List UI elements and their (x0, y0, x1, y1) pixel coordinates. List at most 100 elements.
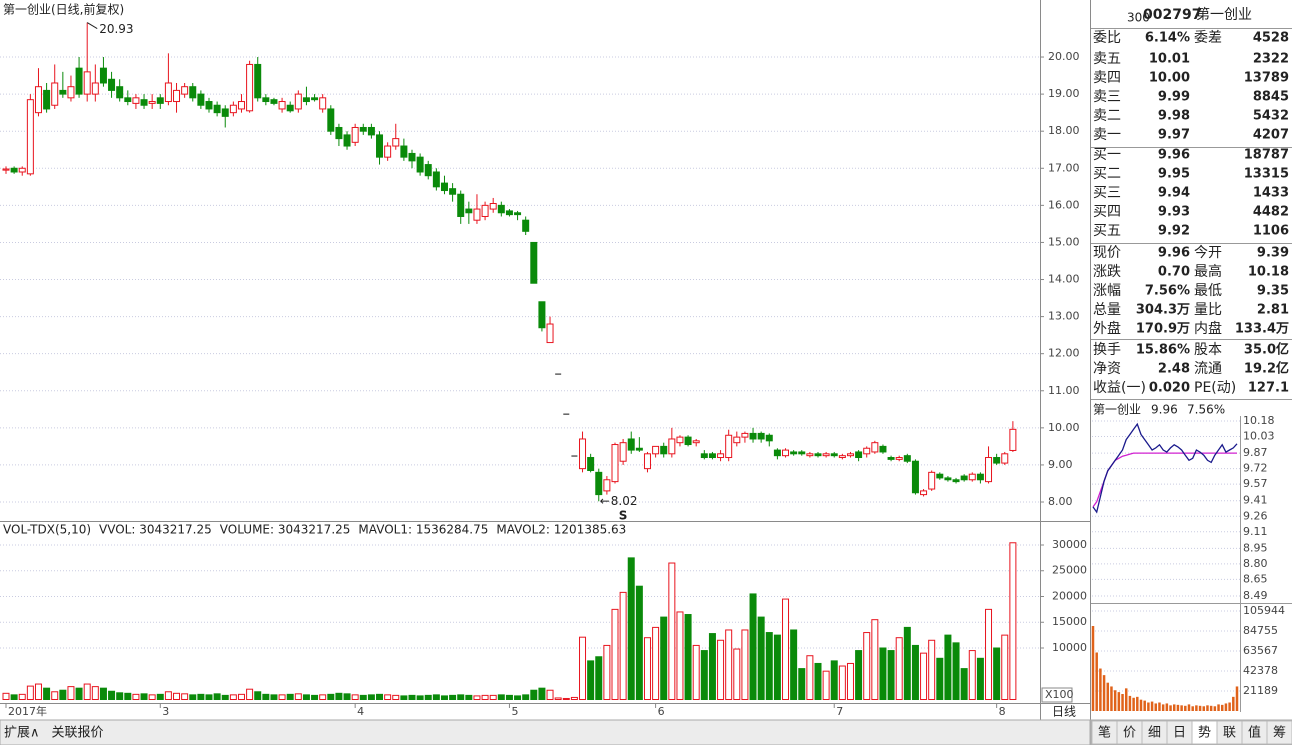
view-tab[interactable]: 细 (1148, 726, 1161, 741)
view-tab[interactable]: 筹 (1273, 725, 1286, 741)
candle-body (91, 82, 99, 95)
footer-tab[interactable]: 关联报价 (52, 726, 104, 741)
view-tab[interactable]: 日 (1173, 726, 1186, 741)
volume-bar (757, 616, 765, 701)
candle-body (855, 451, 863, 459)
volume-bar (473, 695, 481, 701)
y-tick-label: 20000 (1052, 589, 1087, 602)
view-tab[interactable]: 势 (1198, 725, 1211, 741)
legend-text: VOL-TDX(5,10) (3, 523, 91, 537)
volume-bar (595, 656, 603, 701)
candle-body (749, 432, 757, 440)
candle-body (197, 93, 205, 106)
footer-tab[interactable]: 扩展∧ (4, 726, 40, 741)
mini-y-label: 9.57 (1243, 477, 1268, 490)
volume-bar (822, 670, 830, 701)
volume-bar (457, 694, 465, 700)
candle-body (717, 453, 725, 459)
x-tick-label: 5 (511, 705, 518, 718)
mini-y-label: 8.95 (1243, 541, 1268, 554)
volume-bar (514, 695, 522, 701)
candle-body (432, 171, 440, 188)
volume-bar (887, 650, 895, 700)
y-tick-label: 13.00 (1048, 310, 1080, 323)
unit-label: X100 (1045, 688, 1074, 701)
view-tab[interactable]: 联 (1223, 726, 1236, 741)
volume-bar (554, 697, 562, 701)
quote-volume: 4482 (1253, 205, 1289, 220)
mini-y-label: 8.80 (1243, 557, 1268, 570)
y-tick-label: 11.00 (1048, 384, 1080, 397)
y-tick-label: 16.00 (1048, 198, 1080, 211)
candle-body (660, 445, 668, 455)
mini-vol-label: 84755 (1243, 624, 1278, 637)
mini-y-label: 8.65 (1243, 572, 1268, 585)
volume-bar (830, 660, 838, 701)
candle-body (911, 460, 919, 494)
volume-bar (570, 696, 578, 701)
candle-body (205, 101, 213, 110)
volume-bar (140, 693, 148, 701)
volume-bar (197, 693, 205, 700)
arrow: ← (600, 494, 610, 508)
unit-box (1041, 687, 1073, 703)
volume-bar (108, 690, 116, 701)
mini-avg-line (1092, 452, 1237, 508)
volume-bar (408, 694, 416, 701)
quote-label: 买四 (1093, 204, 1121, 220)
mini-y-label: 10.18 (1243, 414, 1275, 427)
quote-price: 9.92 (1158, 224, 1190, 239)
footer-bar (0, 719, 1091, 745)
volume-bar (262, 693, 270, 700)
quote-value: 9.39 (1257, 246, 1289, 261)
volume-bar (278, 694, 286, 700)
quote-volume: 8845 (1253, 90, 1289, 105)
candle-body (595, 471, 603, 496)
candle-body (619, 442, 627, 462)
quote-label: 卖五 (1093, 51, 1121, 67)
candle-body (335, 126, 343, 140)
volume-bar (376, 693, 384, 700)
candle-body (457, 193, 465, 217)
volume-bar (619, 591, 627, 701)
volume-bar (855, 650, 863, 700)
legend-text: MAVOL1: 1536284.75 (358, 523, 488, 537)
y-tick-label: 15.00 (1048, 235, 1080, 248)
candle-body (237, 101, 245, 110)
volume-bar (181, 693, 189, 701)
quote-value: 170.9万 (1136, 322, 1190, 337)
y-tick-label: 18.00 (1048, 124, 1080, 137)
candle-body (75, 67, 83, 95)
quote-value: 133.4万 (1235, 322, 1289, 337)
quote-value: 4528 (1253, 31, 1289, 46)
candle-body (538, 301, 546, 329)
volume-bar (920, 652, 928, 700)
candle-body (968, 473, 976, 481)
volume-bar (489, 694, 497, 701)
tab-box (1266, 720, 1292, 745)
volume-bar (384, 694, 392, 700)
quote-value: 6.14% (1145, 31, 1190, 46)
candle-body (43, 89, 51, 110)
candle-body (765, 434, 773, 442)
y-tick-label: 9.00 (1048, 458, 1073, 471)
volume-bar (270, 694, 278, 700)
view-tab[interactable]: 值 (1248, 725, 1261, 741)
candle-body (489, 203, 497, 210)
quote-price: 10.00 (1149, 71, 1190, 86)
quote-value: 10.18 (1248, 265, 1289, 280)
volume-bar (546, 689, 554, 700)
candle-body (944, 477, 952, 481)
quote-value: 9.35 (1257, 284, 1289, 299)
candle-body (221, 108, 229, 117)
quote-label: 收益(一) (1093, 380, 1146, 396)
view-tab[interactable]: 价 (1123, 726, 1136, 741)
view-tab[interactable]: 笔 (1098, 725, 1111, 741)
volume-bar (985, 608, 993, 700)
volume-bar (741, 629, 749, 701)
x-tick-label: 6 (658, 705, 665, 718)
volume-bar (708, 633, 716, 700)
quote-value: 0.020 (1149, 381, 1190, 396)
